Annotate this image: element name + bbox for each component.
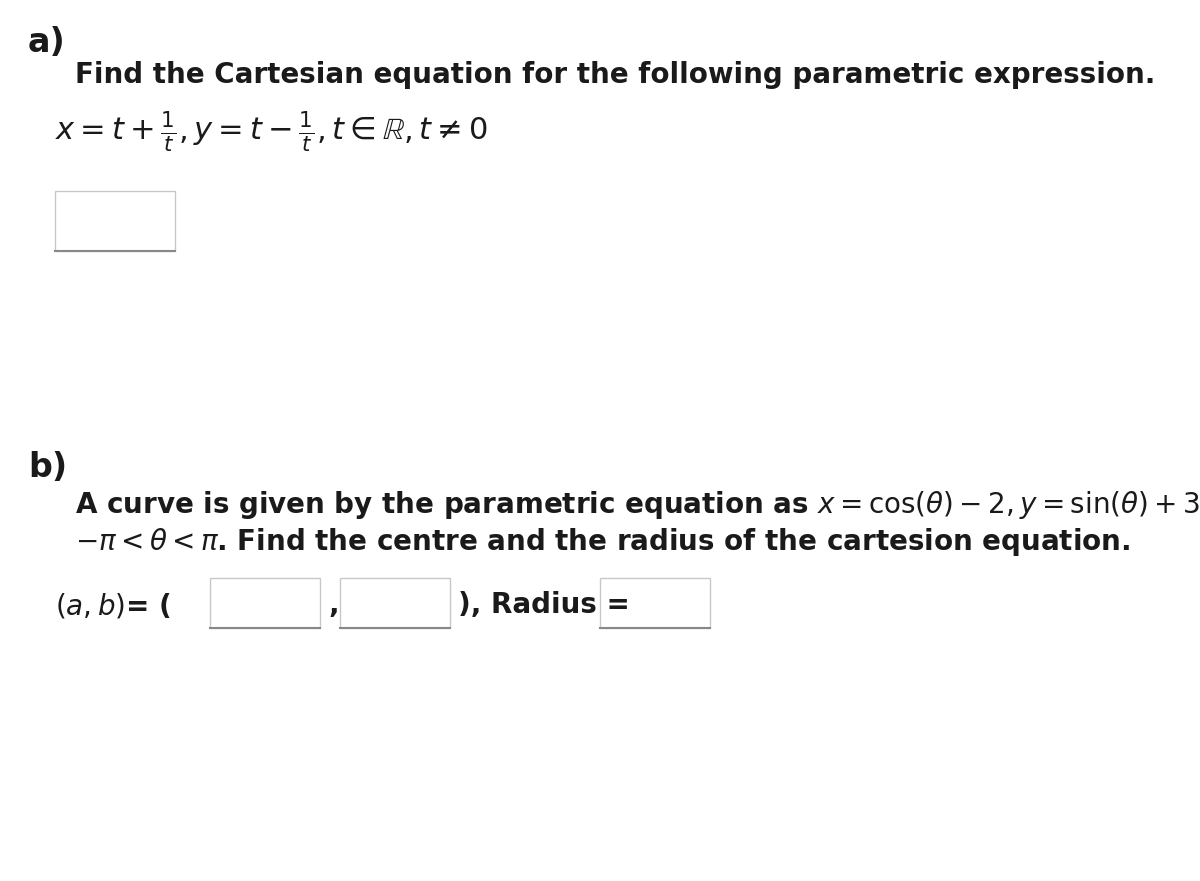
Text: a): a)	[28, 26, 66, 59]
FancyBboxPatch shape	[55, 191, 175, 251]
Text: b): b)	[28, 451, 67, 484]
Text: $x = t + \frac{1}{t}, y = t - \frac{1}{t}, t \in \mathbb{R}, t \neq 0$: $x = t + \frac{1}{t}, y = t - \frac{1}{t…	[55, 109, 487, 154]
FancyBboxPatch shape	[340, 578, 450, 628]
Text: Find the Cartesian equation for the following parametric expression.: Find the Cartesian equation for the foll…	[74, 61, 1156, 89]
Text: ), Radius =: ), Radius =	[458, 591, 630, 619]
Text: $-\pi < \theta < \pi$. Find the centre and the radius of the cartesion equation.: $-\pi < \theta < \pi$. Find the centre a…	[74, 526, 1130, 558]
FancyBboxPatch shape	[210, 578, 320, 628]
Text: ,: ,	[328, 591, 338, 619]
Text: $(a, b)$= (: $(a, b)$= (	[55, 591, 170, 620]
FancyBboxPatch shape	[600, 578, 710, 628]
Text: A curve is given by the parametric equation as $x = \cos(\theta) - 2, y = \sin(\: A curve is given by the parametric equat…	[74, 489, 1200, 521]
